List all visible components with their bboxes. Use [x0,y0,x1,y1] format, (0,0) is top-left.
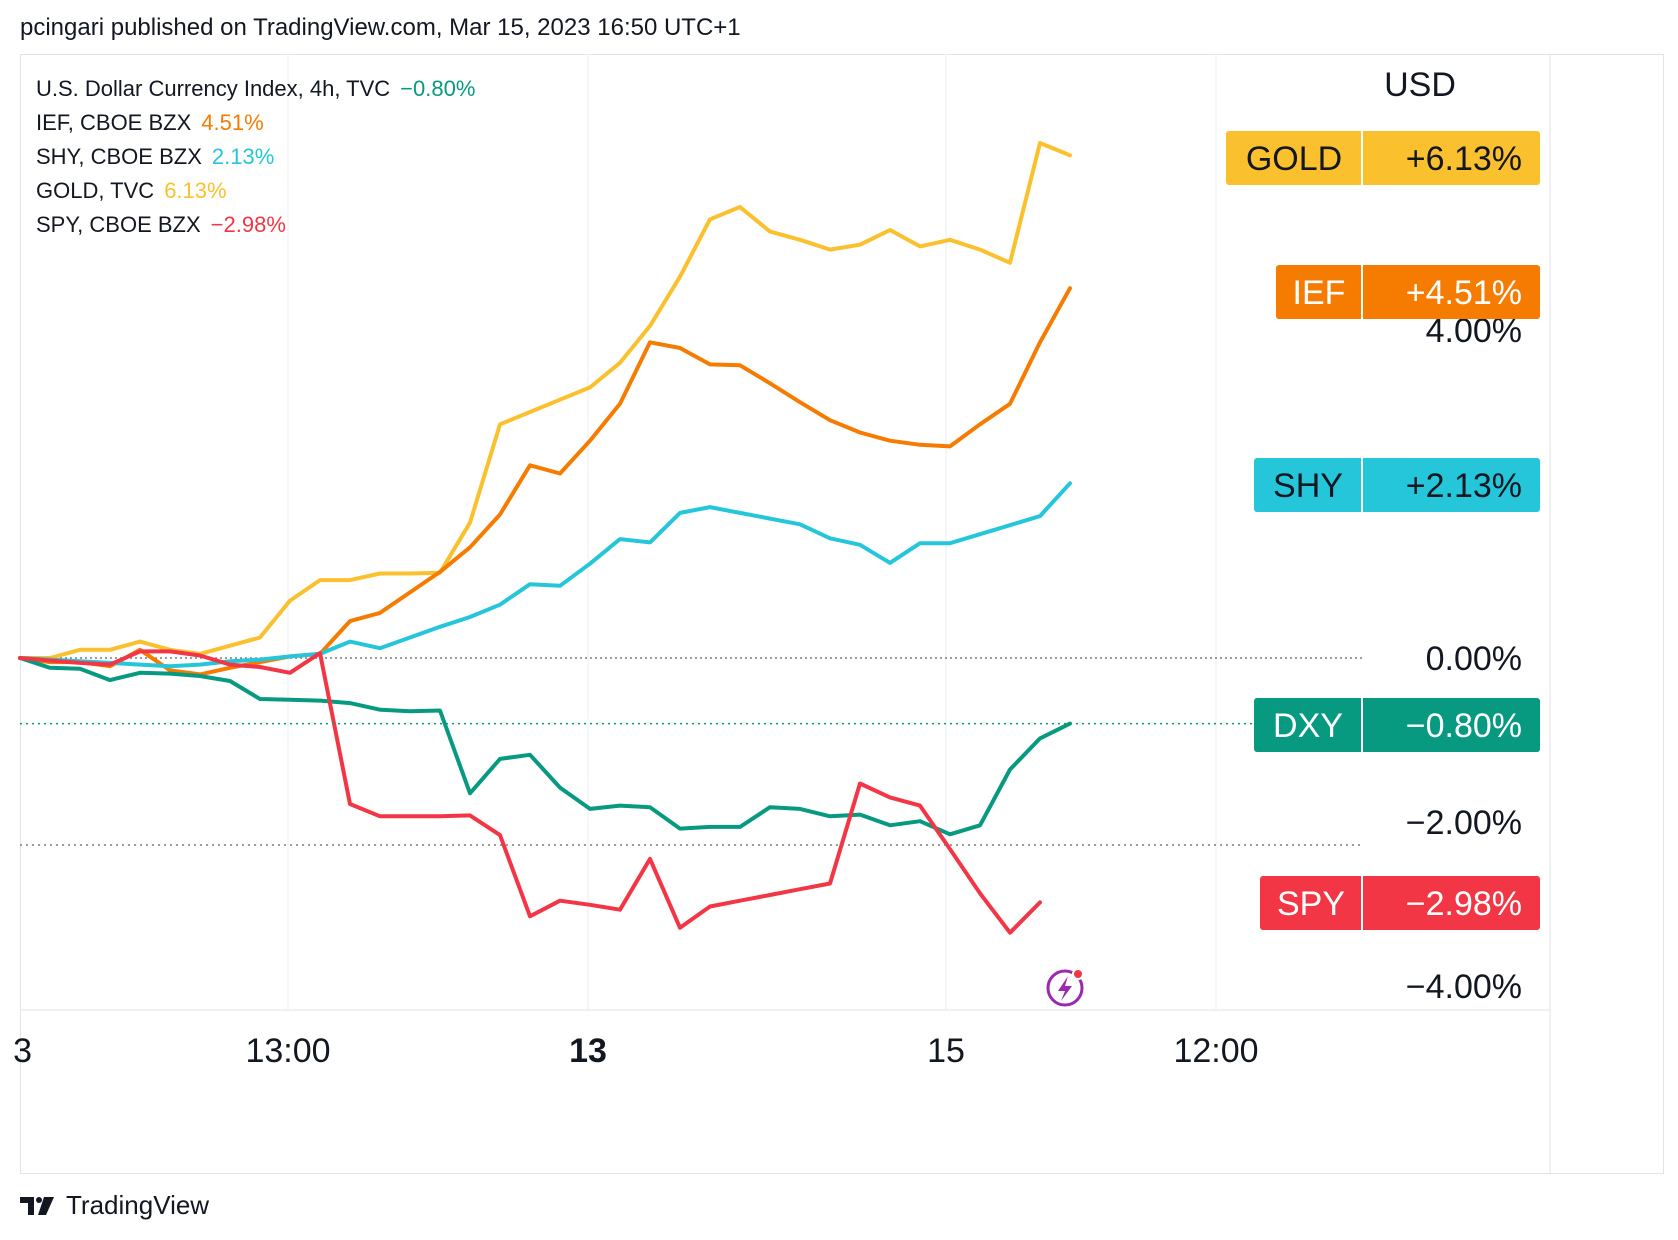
badge-value: −2.98% [1406,885,1522,923]
price-scale-currency: USD [1384,66,1456,104]
price-badge-shy[interactable] [1254,458,1540,512]
legend-item[interactable]: SHY, CBOE BZX 2.13% [36,140,475,174]
footer: TradingView [20,1190,209,1221]
lightning-alert-icon[interactable] [1046,968,1084,1007]
x-tick-label: 15 [927,1032,965,1070]
price-badge-dxy[interactable] [1254,698,1540,752]
legend-label: GOLD, TVC [36,178,155,203]
x-tick-label: 13 [569,1032,607,1070]
badge-value: +4.51% [1406,274,1522,312]
badge-value: +6.13% [1406,140,1522,178]
legend-label: SHY, CBOE BZX [36,144,202,169]
legend-value: −0.80% [400,76,476,101]
legend-value: 6.13% [164,178,227,203]
x-tick-label: 13:00 [245,1032,330,1070]
legend-item[interactable]: SPY, CBOE BZX −2.98% [36,208,475,242]
badge-ticker: GOLD [1246,140,1342,178]
legend: U.S. Dollar Currency Index, 4h, TVC −0.80… [36,72,475,242]
tradingview-brand[interactable]: TradingView [66,1190,210,1220]
badge-ticker: SPY [1277,885,1345,923]
series-line-spy[interactable] [18,649,1042,935]
series-line-shy[interactable] [18,481,1072,669]
price-badge-spy[interactable] [1260,876,1540,930]
badge-ticker: SHY [1273,467,1343,505]
price-badge-ief[interactable] [1276,265,1540,319]
badge-ticker: DXY [1273,707,1343,745]
legend-value: −2.98% [210,212,286,237]
legend-item[interactable]: U.S. Dollar Currency Index, 4h, TVC −0.80… [36,72,475,106]
x-tick-label: 12:00 [1173,1032,1258,1070]
series-line-ief[interactable] [18,286,1072,677]
legend-item[interactable]: IEF, CBOE BZX 4.51% [36,106,475,140]
tradingview-logo-icon [20,1196,54,1215]
y-tick-label: −2.00% [1406,804,1522,842]
legend-item[interactable]: GOLD, TVC 6.13% [36,174,475,208]
y-tick-label: 0.00% [1426,640,1522,678]
price-badge-gold[interactable] [1226,131,1540,185]
badge-value: +2.13% [1406,467,1522,505]
legend-label: IEF, CBOE BZX [36,110,192,135]
series-line-dxy[interactable] [18,656,1072,837]
badge-ticker: IEF [1293,274,1346,312]
publish-info: pcingari published on TradingView.com, M… [20,14,741,41]
legend-label: SPY, CBOE BZX [36,212,201,237]
y-tick-label: −4.00% [1406,968,1522,1006]
legend-value: 2.13% [211,144,275,169]
legend-value: 4.51% [201,110,264,135]
x-tick-label: 3 [13,1032,32,1070]
chart-frame [20,54,1664,1174]
badge-value: −0.80% [1406,707,1522,745]
legend-label: U.S. Dollar Currency Index, 4h, TVC [36,76,391,101]
